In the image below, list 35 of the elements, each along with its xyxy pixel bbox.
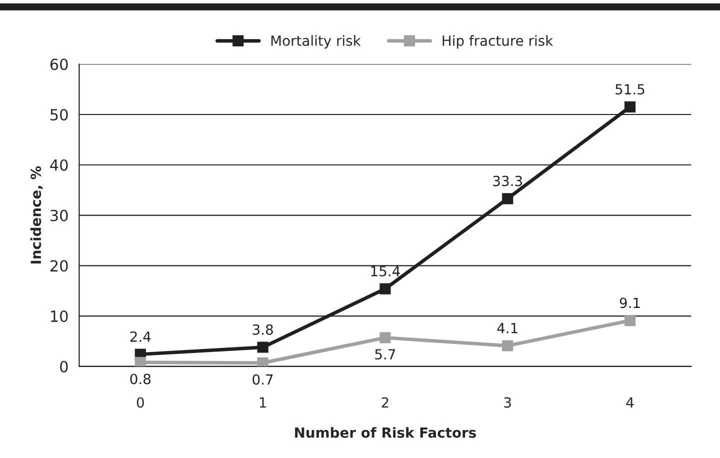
x-axis-title: Number of Risk Factors	[295, 427, 476, 438]
x-tick-label: 0	[136, 397, 144, 408]
legend-label: Mortality risk	[271, 35, 361, 49]
point	[257, 342, 268, 353]
y-tick-label: 30	[50, 210, 68, 222]
point	[502, 340, 514, 352]
y-tick-label: 20	[50, 260, 68, 272]
x-tick-label: 2	[382, 397, 388, 408]
x-tick-label: 4	[626, 397, 634, 408]
y-tick-label: 0	[60, 360, 68, 372]
data-label: 0.8	[130, 374, 150, 384]
point	[624, 101, 636, 112]
point	[380, 332, 391, 344]
point	[624, 315, 636, 326]
data-label: 5.7	[375, 349, 396, 360]
data-label: 9.1	[620, 298, 640, 308]
data-label: 4.1	[497, 323, 518, 334]
data-label: 2.4	[130, 331, 151, 342]
y-tick-label: 40	[50, 159, 68, 171]
data-label: 33.3	[493, 176, 522, 186]
legend-label: Hip fracture risk	[442, 35, 554, 49]
y-tick-label: 50	[50, 108, 68, 121]
x-tick-label: 1	[260, 397, 266, 408]
data-label: 0.7	[252, 374, 273, 385]
y-tick-label: 60	[50, 58, 68, 70]
point	[257, 357, 268, 366]
data-label: 15.4	[371, 266, 400, 276]
data-label: 51.5	[616, 84, 644, 95]
y-axis-title: Incidence, %	[30, 166, 43, 264]
y-tick-label: 10	[51, 310, 68, 322]
x-tick-label: 3	[504, 397, 511, 408]
point	[380, 283, 391, 294]
data-label: 3.8	[252, 324, 273, 335]
point	[502, 193, 514, 204]
point	[134, 356, 146, 366]
